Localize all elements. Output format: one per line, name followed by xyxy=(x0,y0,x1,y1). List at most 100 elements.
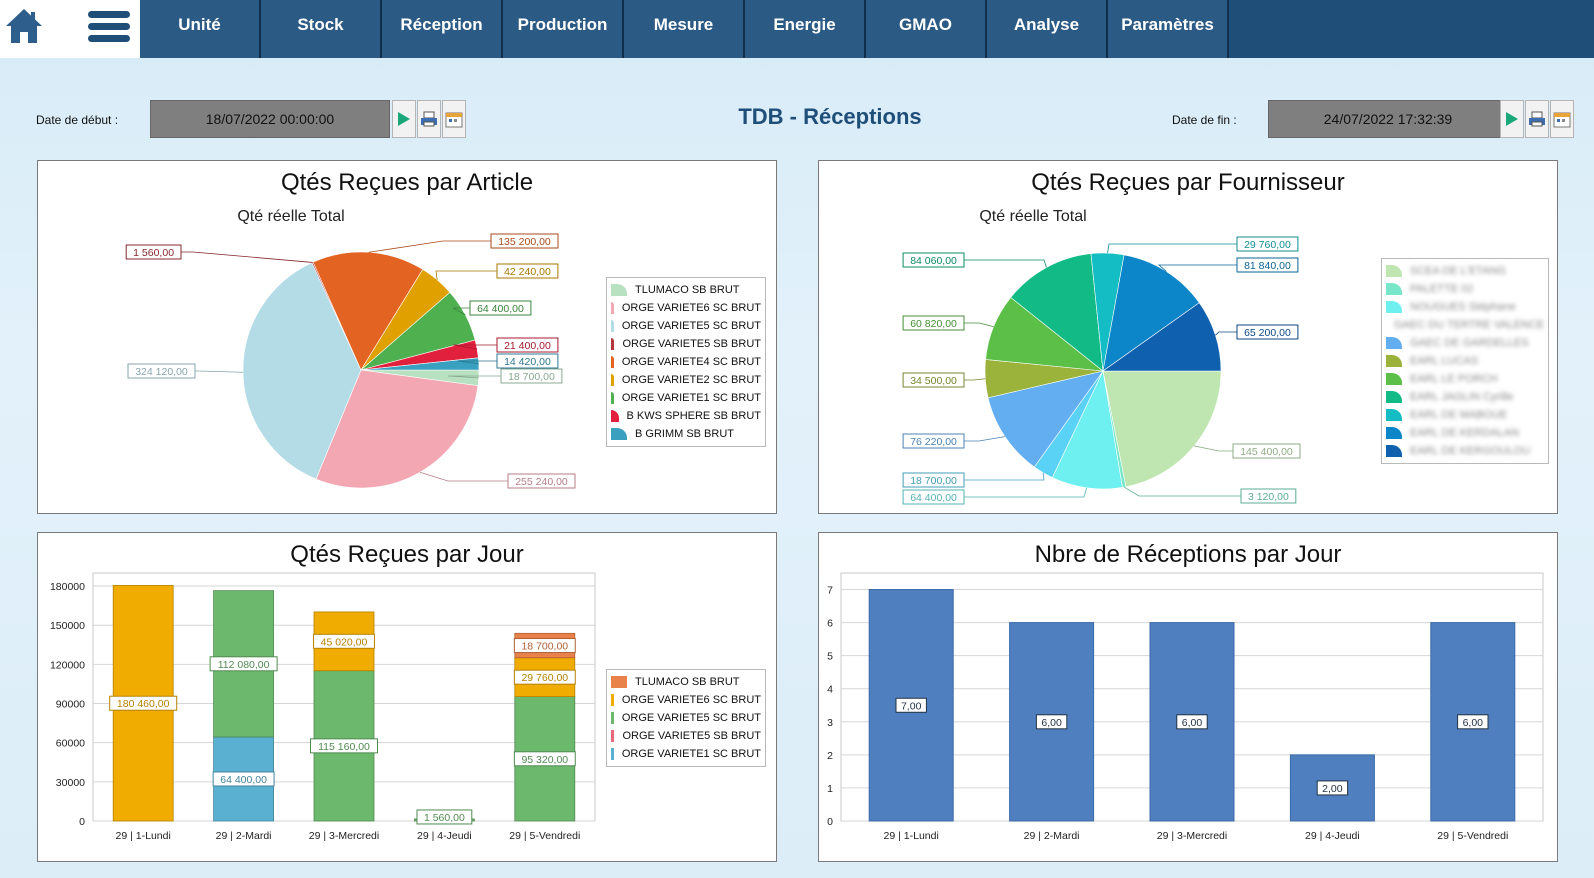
start-apply-button[interactable] xyxy=(392,100,416,138)
nav-unite[interactable]: Unité xyxy=(140,0,261,58)
legend-item: ORGE VARIETE1 SC BRUT xyxy=(611,389,761,407)
bar-chart-qtes-par-jour: 0 30000 60000 90000 120000 150000 180000 180 46… xyxy=(50,572,596,842)
nav-stock[interactable]: Stock xyxy=(261,0,382,58)
play-icon xyxy=(398,112,410,126)
main-nav: Unité Stock Réception Production Mesure … xyxy=(140,0,1229,58)
panel-qtes-par-jour: Qtés Reçues par Jour 0 30000 60000 90000 120… xyxy=(37,532,777,862)
svg-text:6,00: 6,00 xyxy=(1182,717,1203,729)
pie-value-label: 18 700,00 xyxy=(500,368,563,384)
bar-value-label: 6,00 xyxy=(1176,714,1208,730)
pie-leader-line xyxy=(435,270,497,280)
svg-text:29 760,00: 29 760,00 xyxy=(1244,239,1291,251)
pie-value-label: 3 120,00 xyxy=(1240,488,1297,504)
svg-text:324 120,00: 324 120,00 xyxy=(135,366,188,378)
nav-parametres[interactable]: Paramètres xyxy=(1108,0,1229,58)
pie-slice[interactable] xyxy=(1102,370,1222,488)
end-date-field[interactable]: 24/07/2022 17:32:39 xyxy=(1268,100,1508,138)
end-calendar-button[interactable] xyxy=(1550,100,1574,138)
legend-swatch xyxy=(611,356,614,368)
end-apply-button[interactable] xyxy=(1500,100,1524,138)
legend-swatch xyxy=(1386,337,1402,349)
pie-slice[interactable] xyxy=(315,369,479,489)
y-tick-label: 150000 xyxy=(50,620,85,632)
y-tick-label: 7 xyxy=(827,585,833,597)
nav-gmao[interactable]: GMAO xyxy=(866,0,987,58)
legend-swatch xyxy=(611,748,614,760)
svg-text:65 200,00: 65 200,00 xyxy=(1244,327,1291,339)
pie-leader-line xyxy=(964,436,1005,442)
printer-icon xyxy=(1529,111,1545,127)
bar-value-label: 2,00 xyxy=(1316,780,1349,796)
x-tick-label: 29 | 2-Mardi xyxy=(216,830,272,842)
y-tick-label: 3 xyxy=(827,717,833,729)
nav-reception[interactable]: Réception xyxy=(382,0,503,58)
legend-label: TLUMACO SB BRUT xyxy=(635,676,740,688)
legend-label: ORGE VARIETE1 SC BRUT xyxy=(621,748,761,760)
svg-text:6,00: 6,00 xyxy=(1463,717,1484,729)
svg-text:45 020,00: 45 020,00 xyxy=(321,636,368,648)
start-print-button[interactable] xyxy=(417,100,441,138)
chart-subtitle: Qté réelle Total xyxy=(237,208,344,225)
svg-text:29 760,00: 29 760,00 xyxy=(521,672,568,684)
y-tick-label: 90000 xyxy=(56,699,85,711)
pie-slice[interactable] xyxy=(1102,254,1200,372)
y-tick-label: 120000 xyxy=(50,659,85,671)
svg-text:3 120,00: 3 120,00 xyxy=(1248,491,1289,503)
chart-subtitle: Qté réelle Total xyxy=(979,208,1086,225)
nav-mesure[interactable]: Mesure xyxy=(624,0,745,58)
panel-title: Nbre de Réceptions par Jour xyxy=(1034,541,1342,568)
svg-text:64 400,00: 64 400,00 xyxy=(220,774,267,786)
legend-fournisseur: SCEA DE L'ETANG PALETTE 02 NOUGUES Stéphan… xyxy=(1381,258,1549,464)
bar[interactable] xyxy=(868,589,954,822)
legend-label: ORGE VARIETE5 SC BRUT xyxy=(621,712,761,724)
svg-text:2,00: 2,00 xyxy=(1322,783,1343,795)
hamburger-menu-icon[interactable] xyxy=(86,8,132,46)
nav-production[interactable]: Production xyxy=(503,0,624,58)
legend-swatch xyxy=(611,284,627,296)
pie-leader-line xyxy=(452,344,497,350)
pie-slice[interactable] xyxy=(1010,253,1104,372)
home-area xyxy=(0,0,140,58)
legend-label: EARL LUCAS xyxy=(1410,355,1479,367)
legend-label: ORGE VARIETE5 SB BRUT xyxy=(622,338,761,350)
legend-swatch xyxy=(611,410,619,422)
legend-label: ORGE VARIETE2 SC BRUT xyxy=(621,374,761,386)
pie-slice[interactable] xyxy=(987,370,1104,468)
legend-item: ORGE VARIETE6 SC BRUT xyxy=(611,691,761,709)
y-tick-label: 0 xyxy=(79,816,85,828)
legend-item: SCEA DE L'ETANG xyxy=(1386,262,1544,280)
svg-text:6,00: 6,00 xyxy=(1041,717,1062,729)
legend-swatch xyxy=(611,338,615,350)
pie-slice[interactable] xyxy=(242,262,362,480)
x-tick-label: 29 | 4-Jeudi xyxy=(1305,830,1360,842)
legend-swatch xyxy=(611,392,614,404)
end-date-label: Date de fin : xyxy=(1172,113,1237,127)
pie-leader-line xyxy=(1123,486,1241,497)
legend-label: EARL DE KERGOULOU xyxy=(1410,445,1531,457)
pie-leader-line xyxy=(964,259,1047,268)
nav-energie[interactable]: Energie xyxy=(745,0,866,58)
bar-value-label: 180 460,00 xyxy=(109,695,178,711)
bar-value-label: 1 560,00 xyxy=(416,809,473,825)
x-tick-label: 29 | 5-Vendredi xyxy=(509,830,580,842)
pie-value-label: 65 200,00 xyxy=(1236,324,1299,340)
pie-slice[interactable] xyxy=(312,251,424,371)
legend-label: EARL DE MABOUE xyxy=(1410,409,1508,421)
end-print-button[interactable] xyxy=(1525,100,1549,138)
legend-swatch xyxy=(611,374,614,386)
pie-leader-line xyxy=(964,378,986,381)
bar[interactable] xyxy=(1149,622,1235,822)
pie-leader-line xyxy=(181,251,313,263)
pie-value-label: 64 400,00 xyxy=(469,300,532,316)
start-calendar-button[interactable] xyxy=(442,100,466,138)
pie-slice[interactable] xyxy=(1102,302,1222,372)
pie-chart-fournisseur: Qté réelle Total 145 400,00 3 120,00 64 400… xyxy=(902,208,1301,505)
home-icon[interactable] xyxy=(4,6,44,46)
svg-text:95 320,00: 95 320,00 xyxy=(521,754,568,766)
start-date-field[interactable]: 18/07/2022 00:00:00 xyxy=(150,100,390,138)
legend-label: EARL DE KERDALAN xyxy=(1410,427,1520,439)
nav-analyse[interactable]: Analyse xyxy=(987,0,1108,58)
legend-label: ORGE VARIETE5 SB BRUT xyxy=(622,730,761,742)
svg-text:112 080,00: 112 080,00 xyxy=(218,659,270,671)
pie-value-label: 324 120,00 xyxy=(127,363,196,379)
